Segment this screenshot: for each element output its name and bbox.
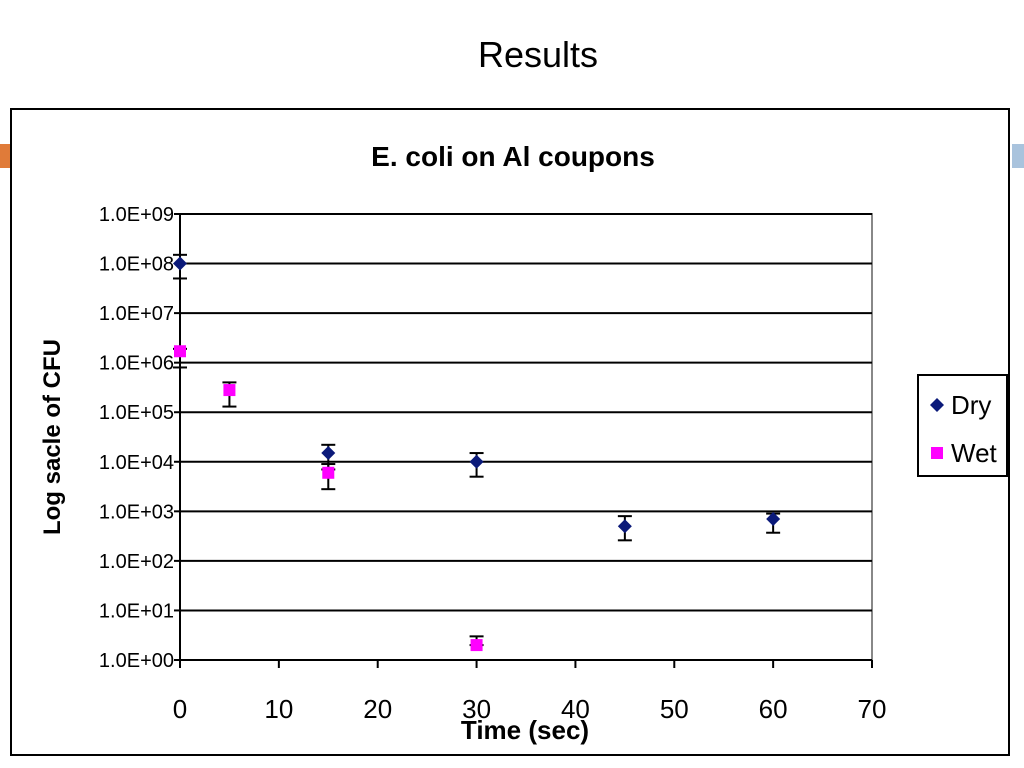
y-tick-label: 1.0E+09 <box>99 204 174 226</box>
accent-bar-right <box>1012 144 1024 168</box>
plot-border <box>179 213 873 661</box>
data-point-wet <box>470 639 483 652</box>
x-tick-label: 40 <box>561 694 590 724</box>
plot-area: 1.0E+00 1.0E+01 1.0E+02 1.0E+03 1.0E+04 1.0E+… <box>99 204 887 724</box>
x-axis-title: Time (sec) <box>461 715 589 745</box>
data-point-dry <box>321 446 336 461</box>
data-point-dry <box>766 512 781 527</box>
legend-item-dry: Dry <box>929 390 991 420</box>
legend: Dry Wet <box>917 374 1008 477</box>
diamond-marker-icon <box>930 398 944 412</box>
y-tick-label: 1.0E+01 <box>99 600 174 622</box>
x-tick-label: 0 <box>173 694 187 724</box>
legend-item-wet: Wet <box>929 438 997 468</box>
y-tick-label: 1.0E+04 <box>99 452 174 474</box>
x-tick-label: 20 <box>363 694 392 724</box>
data-point-wet <box>322 466 335 479</box>
square-marker-icon <box>931 447 943 459</box>
y-tick-label: 1.0E+00 <box>99 650 174 672</box>
accent-bar-left <box>0 144 10 168</box>
data-point-dry <box>173 256 187 271</box>
data-point-wet <box>174 345 186 358</box>
data-point-dry <box>469 454 484 469</box>
y-tick-label: 1.0E+05 <box>99 402 174 424</box>
x-tick-label: 30 <box>462 694 491 724</box>
data-point-dry <box>617 519 632 534</box>
x-tick-label: 60 <box>759 694 788 724</box>
y-tick-label: 1.0E+02 <box>99 551 174 573</box>
data-point-wet <box>223 384 236 397</box>
x-tick-label: 10 <box>264 694 293 724</box>
slide-title: Results <box>477 34 599 75</box>
x-tick-label: 50 <box>660 694 689 724</box>
y-tick-label: 1.0E+03 <box>99 501 174 523</box>
x-tick-label: 70 <box>858 694 887 724</box>
y-tick-label: 1.0E+06 <box>99 353 174 375</box>
legend-label-wet: Wet <box>951 437 997 468</box>
y-tick-label: 1.0E+07 <box>99 303 174 325</box>
chart-title: E. coli on Al coupons <box>371 141 655 172</box>
y-tick-label: 1.0E+08 <box>99 254 174 276</box>
chart-frame <box>10 108 1010 756</box>
y-axis-title: Log sacle of CFU <box>39 339 66 535</box>
legend-label-dry: Dry <box>951 389 992 420</box>
